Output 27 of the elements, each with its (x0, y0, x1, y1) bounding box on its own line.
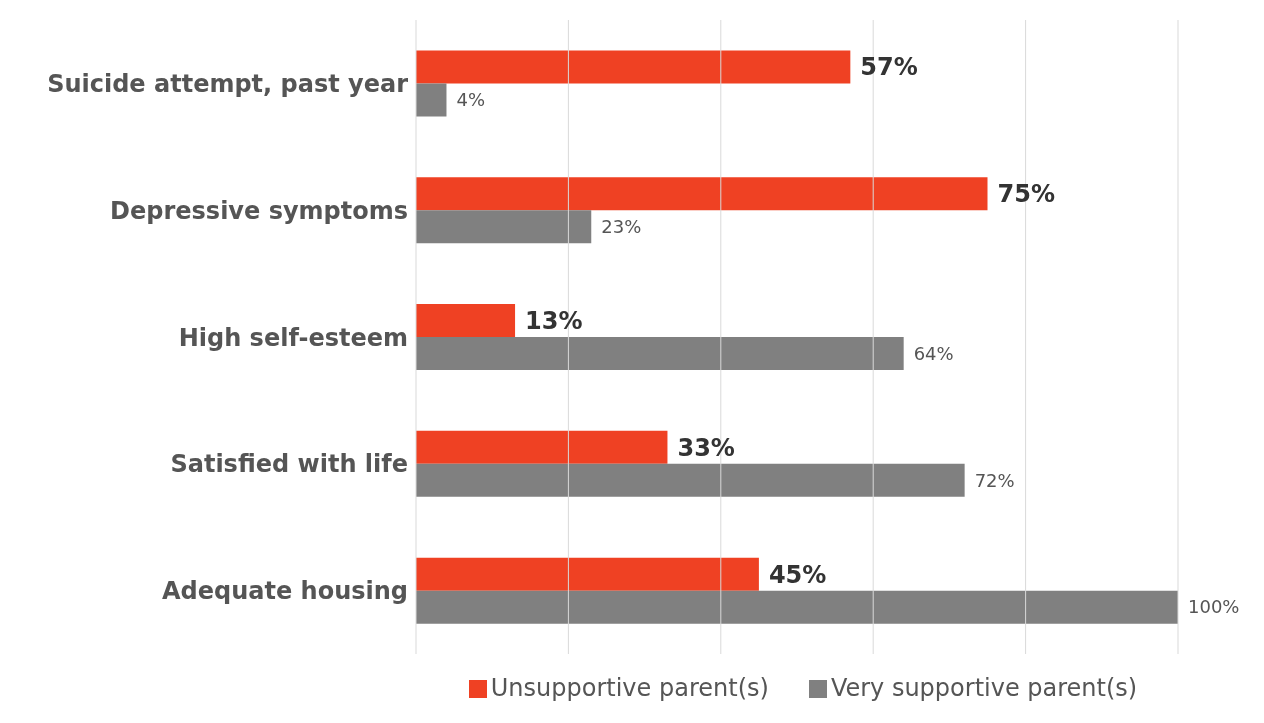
data-label: 13% (525, 306, 583, 335)
y-tick-label: Suicide attempt, past year (47, 69, 409, 98)
bar (416, 50, 851, 84)
bar (416, 177, 988, 211)
data-label: 72% (974, 469, 1015, 491)
bar (416, 304, 516, 338)
data-label: 75% (997, 180, 1055, 209)
bar (416, 210, 592, 244)
data-label: 4% (456, 89, 486, 111)
data-label: 23% (601, 216, 642, 238)
y-tick-label: Depressive symptoms (110, 196, 408, 225)
bar (416, 463, 965, 497)
data-label: 64% (913, 342, 954, 364)
y-tick-label: Adequate housing (161, 577, 408, 606)
y-tick-label: Satisfied with life (170, 450, 408, 479)
data-label: 100% (1188, 596, 1240, 618)
bar (416, 83, 447, 117)
data-label: 57% (860, 53, 918, 82)
legend-label: Unsupportive parent(s) (490, 674, 769, 702)
y-tick-label: High self-esteem (178, 323, 408, 352)
bar (416, 337, 904, 371)
data-label: 33% (677, 433, 735, 462)
bar (416, 590, 1178, 624)
data-label: 45% (768, 560, 827, 589)
legend-label: Very supportive parent(s) (830, 674, 1138, 702)
bar (416, 430, 668, 464)
bar (416, 557, 759, 591)
